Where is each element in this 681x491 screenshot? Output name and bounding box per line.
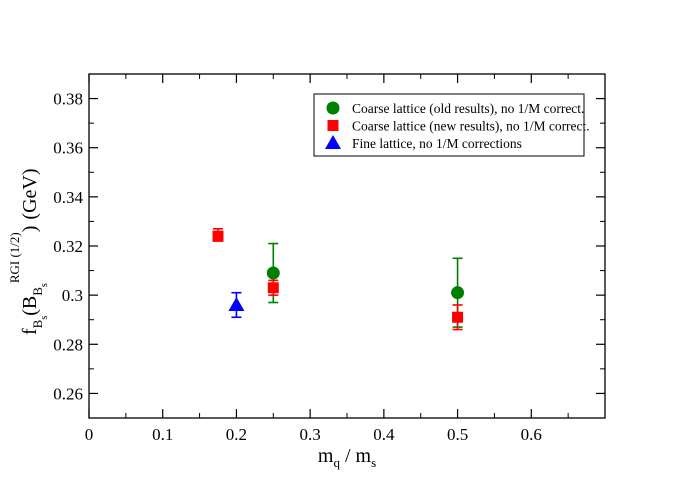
y-tick-label: 0.36	[53, 139, 83, 158]
x-tick-label: 0.2	[226, 425, 247, 444]
legend-label: Fine lattice, no 1/M corrections	[352, 136, 522, 151]
y-tick-label: 0.3	[62, 286, 83, 305]
x-axis-title: mq / ms	[318, 445, 376, 470]
data-point-circle	[451, 286, 465, 300]
legend-label: Coarse lattice (new results), no 1/M cor…	[352, 119, 590, 134]
x-tick-label: 0.1	[152, 425, 173, 444]
legend-marker-circle	[326, 101, 340, 115]
data-point-triangle	[228, 296, 245, 311]
legend-box	[313, 93, 585, 157]
x-tick-label: 0.3	[300, 425, 321, 444]
y-tick-label: 0.32	[53, 237, 83, 256]
x-axis: 0 0.1 0.2 0.3 0.4 0.5 0.6	[85, 74, 569, 444]
data-point-square	[452, 311, 464, 323]
y-tick-label: 0.34	[53, 188, 83, 207]
legend-marker-triangle	[325, 135, 341, 149]
y-tick-label: 0.38	[53, 90, 83, 109]
x-tick-label: 0.4	[373, 425, 395, 444]
y-tick-label: 0.28	[53, 335, 83, 354]
x-tick-label: 0	[85, 425, 94, 444]
legend-marker-square	[327, 120, 339, 131]
y-tick-label: 0.26	[53, 384, 83, 403]
y-axis-title: fBs(BBsRGI (1/2))(GeV)	[7, 168, 50, 335]
data-point-square	[212, 230, 224, 242]
data-point-circle	[266, 266, 280, 280]
legend-label: Coarse lattice (old results), no 1/M cor…	[352, 101, 584, 116]
x-tick-label: 0.6	[521, 425, 542, 444]
y-axis: 0.26 0.28 0.3 0.32 0.34 0.36 0.38	[53, 90, 605, 419]
legend: Coarse lattice (old results), no 1/M cor…	[313, 93, 590, 157]
data-marks	[212, 228, 465, 331]
x-tick-label: 0.5	[447, 425, 468, 444]
data-point-square	[267, 282, 279, 294]
